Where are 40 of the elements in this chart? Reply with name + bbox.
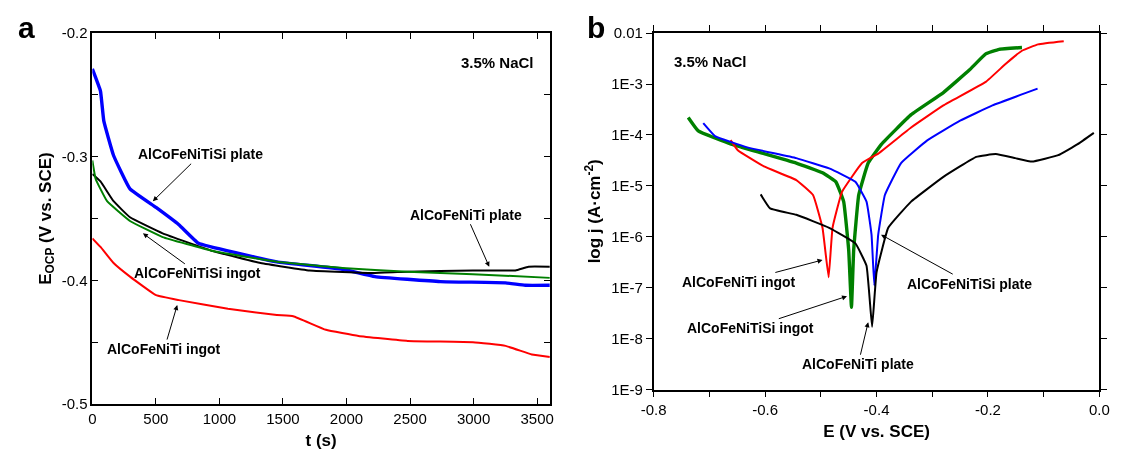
annotation: 3.5% NaCl (674, 53, 747, 70)
annotation: AlCoFeNiTi plate (410, 207, 522, 223)
x-tick-label: 3000 (456, 409, 491, 427)
y-tick-label: -0.4 (61, 271, 88, 289)
line-series (92, 237, 550, 358)
x-tick-label: 2500 (393, 409, 427, 427)
y-tick-label: -0.5 (61, 395, 88, 413)
x-tick-label: 2000 (329, 409, 364, 427)
annotation: AlCoFeNiTiSi ingot (134, 265, 261, 281)
y-tick-label: 1E-3 (611, 75, 643, 93)
y-tick-label: 1E-4 (611, 126, 643, 144)
y-tick-label: 1E-5 (611, 177, 643, 195)
x-tick-label: 1000 (202, 409, 237, 427)
y-tick-label: 0.01 (613, 24, 643, 42)
annotation: AlCoFeNiTiSi plate (907, 276, 1033, 292)
annotation: AlCoFeNiTi ingot (682, 274, 796, 290)
x-tick-label: -0.6 (752, 401, 779, 419)
annotation: AlCoFeNiTiSi ingot (687, 320, 814, 336)
annotation: AlCoFeNiTi plate (802, 356, 914, 372)
x-tick-label: 3500 (520, 409, 554, 427)
annotation: 3.5% NaCl (461, 54, 534, 71)
chart-title: b (587, 11, 606, 44)
y-tick-label: 1E-9 (611, 380, 643, 398)
y-tick-label: 1E-7 (611, 278, 643, 296)
x-tick-label: 0.0 (1088, 401, 1110, 419)
x-tick-label: -0.4 (863, 401, 890, 419)
annotation: AlCoFeNiTiSi plate (138, 146, 264, 162)
x-tick-label: 0 (88, 409, 97, 427)
x-tick-label: 1500 (266, 409, 300, 427)
y-tick-label: 1E-6 (611, 228, 643, 246)
x-axis-title: E (V vs. SCE) (823, 422, 930, 442)
y-tick-label: -0.3 (61, 147, 88, 165)
y-tick-label: -0.2 (61, 24, 88, 42)
y-tick-label: 1E-8 (611, 329, 643, 347)
annotation: AlCoFeNiTi ingot (107, 341, 221, 357)
x-tick-label: 500 (143, 409, 169, 427)
x-tick-label: -0.8 (640, 401, 667, 419)
x-axis-title: t (s) (305, 430, 337, 450)
x-tick-label: -0.2 (975, 401, 1001, 419)
chart-title: a (18, 11, 35, 44)
